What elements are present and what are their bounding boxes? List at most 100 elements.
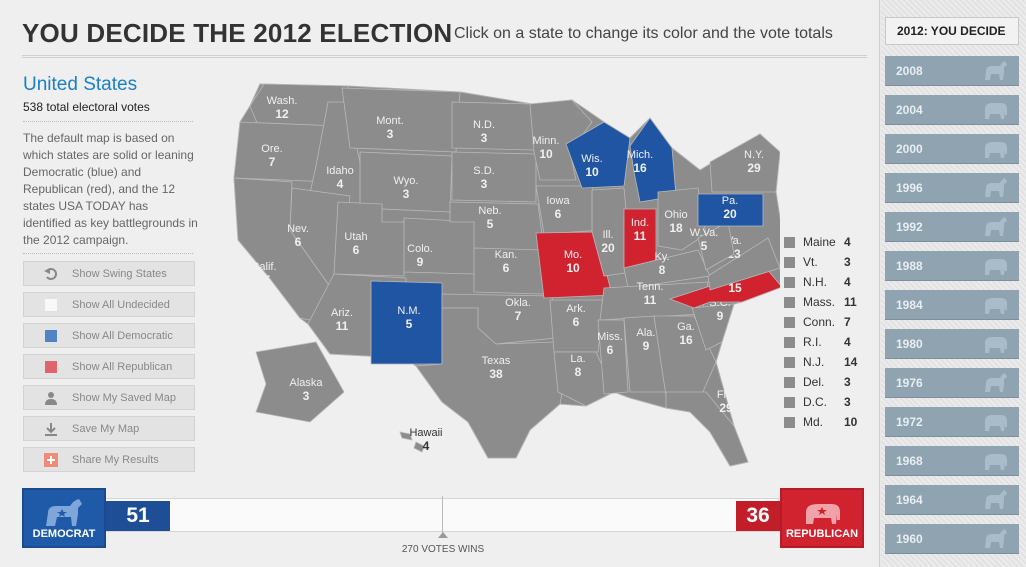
- state-shape[interactable]: [691, 303, 735, 351]
- state-neb[interactable]: Neb.5: [449, 201, 545, 251]
- us-map: Wash.12Ore.7Calif.55Idaho4Nev.6Mont.3Wyo…: [233, 83, 780, 467]
- year-label: 1996: [896, 180, 923, 195]
- year-tab-1996[interactable]: 1996: [885, 173, 1019, 203]
- control-show-all-republican-button[interactable]: Show All Republican: [23, 354, 195, 379]
- state-shape[interactable]: [549, 299, 605, 353]
- state-wva[interactable]: W.Va.5: [690, 221, 735, 271]
- state-label: N.D.: [473, 119, 495, 131]
- state-shape[interactable]: [697, 221, 735, 271]
- state-votes: 16: [679, 333, 693, 347]
- state-ala[interactable]: Ala.9: [623, 315, 667, 393]
- year-tab-1964[interactable]: 1964: [885, 485, 1019, 515]
- elephant-icon: [985, 298, 1007, 314]
- state-wash[interactable]: Wash.12: [249, 83, 349, 133]
- state-shape[interactable]: [415, 307, 569, 459]
- year-tab-1972[interactable]: 1972: [885, 407, 1019, 437]
- state-nd[interactable]: N.D.3: [451, 101, 535, 151]
- small-state-conn[interactable]: Conn. 7: [784, 314, 851, 330]
- state-minn[interactable]: Minn.10: [529, 99, 593, 181]
- state-swatch[interactable]: [784, 356, 795, 368]
- state-swatch[interactable]: [784, 416, 795, 428]
- state-shape[interactable]: [707, 237, 780, 291]
- donkey-icon: [985, 61, 1007, 80]
- state-swatch[interactable]: [784, 336, 795, 348]
- state-shape[interactable]: [565, 121, 631, 189]
- state-shape[interactable]: [653, 315, 717, 397]
- small-state-maine[interactable]: Maine 4: [784, 234, 851, 250]
- state-ark[interactable]: Ark.6: [549, 299, 605, 353]
- state-shape[interactable]: [255, 341, 345, 423]
- small-state-mass[interactable]: Mass. 11: [784, 294, 857, 310]
- state-swatch[interactable]: [784, 396, 795, 408]
- state-shape[interactable]: [657, 187, 707, 251]
- state-shape[interactable]: [709, 133, 780, 193]
- state-ga[interactable]: Ga.16: [653, 315, 717, 397]
- year-tab-2008[interactable]: 2008: [885, 56, 1019, 86]
- year-tab-1968[interactable]: 1968: [885, 446, 1019, 476]
- state-wyo[interactable]: Wyo.3: [359, 151, 453, 213]
- small-state-nj[interactable]: N.J. 14: [784, 354, 857, 370]
- year-tab-1980[interactable]: 1980: [885, 329, 1019, 359]
- small-state-dc[interactable]: D.C. 3: [784, 394, 851, 410]
- state-swatch[interactable]: [784, 296, 795, 308]
- small-state-del[interactable]: Del. 3: [784, 374, 851, 390]
- state-swatch[interactable]: [784, 236, 795, 248]
- state-shape[interactable]: [597, 319, 629, 395]
- control-show-swing-states-button[interactable]: Show Swing States: [23, 261, 195, 286]
- state-ny[interactable]: N.Y.29: [709, 133, 780, 193]
- control-show-all-undecided-button[interactable]: Show All Undecided: [23, 292, 195, 317]
- state-mo[interactable]: Mo.10: [535, 231, 613, 299]
- year-tab-1984[interactable]: 1984: [885, 290, 1019, 320]
- year-tab-1988[interactable]: 1988: [885, 251, 1019, 281]
- year-tab-2000[interactable]: 2000: [885, 134, 1019, 164]
- state-label: N.M.: [397, 305, 420, 317]
- small-state-ri[interactable]: R.I. 4: [784, 334, 851, 350]
- state-swatch[interactable]: [784, 376, 795, 388]
- year-tab-2004[interactable]: 2004: [885, 95, 1019, 125]
- state-shape[interactable]: [697, 193, 764, 227]
- state-miss[interactable]: Miss.6: [597, 319, 629, 395]
- control-show-my-saved-map-button[interactable]: Show My Saved Map: [23, 385, 195, 410]
- state-kan[interactable]: Kan.6: [473, 247, 545, 295]
- year-label: 1960: [896, 531, 923, 546]
- state-nm[interactable]: N.M.5: [370, 280, 443, 365]
- state-ore[interactable]: Ore.7: [233, 121, 339, 183]
- state-colo[interactable]: Colo.9: [403, 217, 479, 275]
- state-shape[interactable]: [553, 351, 615, 407]
- state-ill[interactable]: Ill.20: [591, 187, 633, 277]
- state-shape[interactable]: [591, 187, 633, 277]
- state-swatch[interactable]: [784, 276, 795, 288]
- small-state-vt[interactable]: Vt. 3: [784, 254, 851, 270]
- small-state-votes: 3: [844, 255, 851, 269]
- control-save-my-map-button[interactable]: Save My Map: [23, 416, 195, 441]
- small-state-md[interactable]: Md. 10: [784, 414, 857, 430]
- tally-track: [104, 498, 779, 532]
- state-mont[interactable]: Mont.3: [341, 87, 461, 153]
- state-swatch[interactable]: [784, 316, 795, 328]
- state-ind[interactable]: Ind.11: [623, 208, 657, 270]
- state-wis[interactable]: Wis.10: [565, 121, 631, 189]
- state-sd[interactable]: S.D.3: [451, 151, 537, 203]
- state-shape[interactable]: [399, 431, 425, 453]
- control-share-my-results-button[interactable]: Share My Results: [23, 447, 195, 472]
- state-label: Alaska: [289, 377, 323, 389]
- state-label: Idaho: [326, 165, 354, 177]
- state-shape[interactable]: [451, 151, 537, 203]
- year-tab-1992[interactable]: 1992: [885, 212, 1019, 242]
- state-shape[interactable]: [665, 391, 749, 467]
- year-tab-2012[interactable]: 2012: YOU DECIDE: [885, 17, 1019, 45]
- state-fla[interactable]: Fla.29: [665, 389, 749, 467]
- control-show-all-democratic-button[interactable]: Show All Democratic: [23, 323, 195, 348]
- state-shape[interactable]: [529, 99, 593, 181]
- small-state-nh[interactable]: N.H. 4: [784, 274, 851, 290]
- year-tab-1960[interactable]: 1960: [885, 524, 1019, 554]
- state-votes: 9: [717, 309, 724, 323]
- state-pa[interactable]: Pa.20: [697, 193, 764, 227]
- year-tab-1976[interactable]: 1976: [885, 368, 1019, 398]
- state-swatch[interactable]: [784, 256, 795, 268]
- state-la[interactable]: La.8: [553, 351, 615, 407]
